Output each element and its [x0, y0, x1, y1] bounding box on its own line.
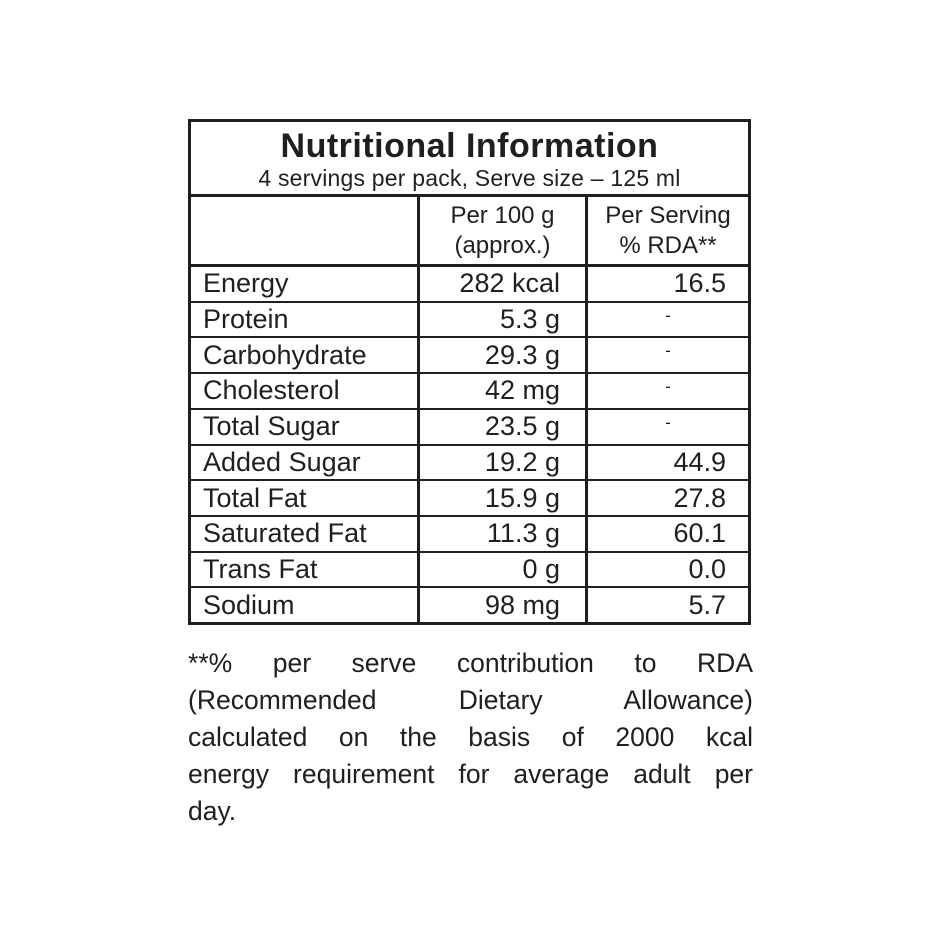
per-100g-value: 0 g	[417, 552, 585, 587]
table-row-trans-fat: Trans Fat 0 g 0.0	[191, 552, 748, 589]
rda-footnote: **% per serve contribution to RDA (Recom…	[188, 645, 753, 830]
table-row-sodium: Sodium 98 mg 5.7	[191, 588, 748, 623]
per-100g-value: 23.5 g	[417, 409, 585, 444]
nutrient-name: Energy	[203, 268, 289, 299]
per-100g-value: 98 mg	[417, 588, 585, 623]
nutrient-name: Trans Fat	[203, 553, 318, 584]
panel-header: Nutritional Information 4 servings per p…	[191, 122, 748, 197]
per-serving-rda-value: 60.1	[585, 516, 748, 551]
footnote-line: calculated on the basis of 2000 kcal	[188, 722, 753, 752]
nutrient-name: Total Sugar	[203, 411, 340, 442]
nutrient-name: Sodium	[203, 589, 295, 620]
table-row-carbohydrate: Carbohydrate 29.3 g -	[191, 338, 748, 375]
nutrient-name: Protein	[203, 304, 289, 335]
per-100g-value: 42 mg	[417, 374, 585, 408]
per-serving-rda-value: -	[585, 302, 748, 337]
column-header-per-100g-line2: (approx.)	[454, 231, 551, 259]
table-row-energy: Energy 282 kcal 16.5	[191, 267, 748, 303]
per-serving-rda-value: 44.9	[585, 445, 748, 480]
table-row-cholesterol: Cholesterol 42 mg -	[191, 374, 748, 410]
nutrient-name: Carbohydrate	[203, 339, 367, 370]
footnote-line: energy requirement for average adult per	[188, 759, 753, 789]
per-serving-rda-value: 5.7	[585, 588, 748, 623]
per-serving-rda-value: 16.5	[585, 267, 748, 301]
column-header-per-100g: Per 100 g (approx.)	[417, 197, 585, 264]
panel-title: Nutritional Information	[280, 127, 659, 165]
column-header-row: Per 100 g (approx.) Per Serving % RDA**	[191, 197, 748, 267]
per-serving-rda-value: -	[585, 374, 748, 408]
per-serving-rda-value: 27.8	[585, 481, 748, 515]
per-serving-rda-value: 0.0	[585, 552, 748, 587]
per-serving-rda-value: -	[585, 338, 748, 373]
footnote-line: day.	[188, 796, 237, 826]
nutrient-name: Saturated Fat	[203, 518, 367, 549]
per-100g-value: 11.3 g	[417, 516, 585, 551]
per-100g-value: 19.2 g	[417, 445, 585, 480]
table-row-protein: Protein 5.3 g -	[191, 302, 748, 339]
nutrient-name: Added Sugar	[203, 446, 361, 477]
footnote-line: **% per serve contribution to RDA	[188, 648, 753, 678]
table-row-saturated-fat: Saturated Fat 11.3 g 60.1	[191, 516, 748, 553]
column-header-per-100g-line1: Per 100 g	[450, 201, 555, 229]
nutrient-name: Cholesterol	[203, 375, 340, 406]
per-100g-value: 282 kcal	[417, 267, 585, 301]
table-row-added-sugar: Added Sugar 19.2 g 44.9	[191, 445, 748, 482]
table-row-total-sugar: Total Sugar 23.5 g -	[191, 409, 748, 446]
column-header-per-serving-line2: % RDA**	[619, 231, 717, 259]
panel-subtitle: 4 servings per pack, Serve size – 125 ml	[258, 165, 681, 191]
table-row-total-fat: Total Fat 15.9 g 27.8	[191, 481, 748, 517]
per-100g-value: 5.3 g	[417, 302, 585, 337]
column-header-per-serving-line1: Per Serving	[605, 201, 731, 229]
nutrient-name: Total Fat	[203, 482, 307, 513]
column-header-per-serving-rda: Per Serving % RDA**	[585, 197, 748, 264]
footnote-line: (Recommended Dietary Allowance)	[188, 685, 753, 715]
per-100g-value: 29.3 g	[417, 338, 585, 373]
column-header-nutrient	[191, 197, 417, 264]
per-serving-rda-value: -	[585, 409, 748, 444]
nutritional-information-panel: Nutritional Information 4 servings per p…	[188, 119, 751, 625]
per-100g-value: 15.9 g	[417, 481, 585, 515]
